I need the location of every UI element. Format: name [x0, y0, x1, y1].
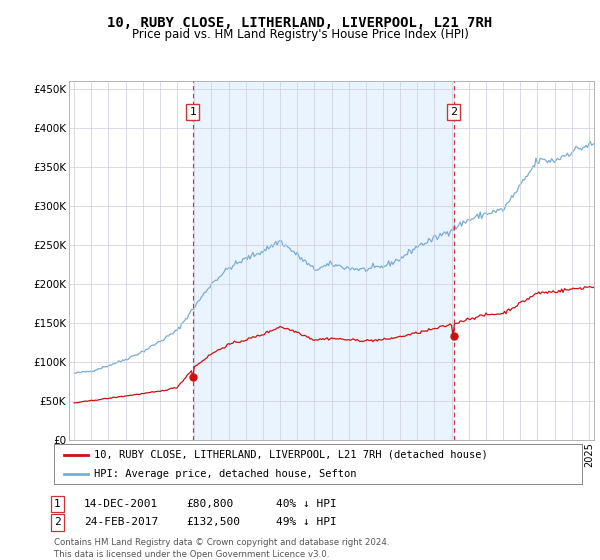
Text: This data is licensed under the Open Government Licence v3.0.: This data is licensed under the Open Gov… — [54, 550, 329, 559]
Text: 10, RUBY CLOSE, LITHERLAND, LIVERPOOL, L21 7RH (detached house): 10, RUBY CLOSE, LITHERLAND, LIVERPOOL, L… — [94, 450, 487, 460]
Text: HPI: Average price, detached house, Sefton: HPI: Average price, detached house, Seft… — [94, 469, 356, 479]
Text: 40% ↓ HPI: 40% ↓ HPI — [276, 499, 337, 509]
Text: Contains HM Land Registry data © Crown copyright and database right 2024.: Contains HM Land Registry data © Crown c… — [54, 538, 389, 547]
Text: 1: 1 — [54, 499, 61, 509]
Text: Price paid vs. HM Land Registry's House Price Index (HPI): Price paid vs. HM Land Registry's House … — [131, 28, 469, 41]
Text: 2: 2 — [450, 106, 457, 116]
Text: 14-DEC-2001: 14-DEC-2001 — [84, 499, 158, 509]
Text: 10, RUBY CLOSE, LITHERLAND, LIVERPOOL, L21 7RH: 10, RUBY CLOSE, LITHERLAND, LIVERPOOL, L… — [107, 16, 493, 30]
Text: 1: 1 — [190, 106, 196, 116]
Text: £80,800: £80,800 — [186, 499, 233, 509]
Text: 49% ↓ HPI: 49% ↓ HPI — [276, 517, 337, 528]
Text: 2: 2 — [54, 517, 61, 528]
Text: £132,500: £132,500 — [186, 517, 240, 528]
Text: 24-FEB-2017: 24-FEB-2017 — [84, 517, 158, 528]
